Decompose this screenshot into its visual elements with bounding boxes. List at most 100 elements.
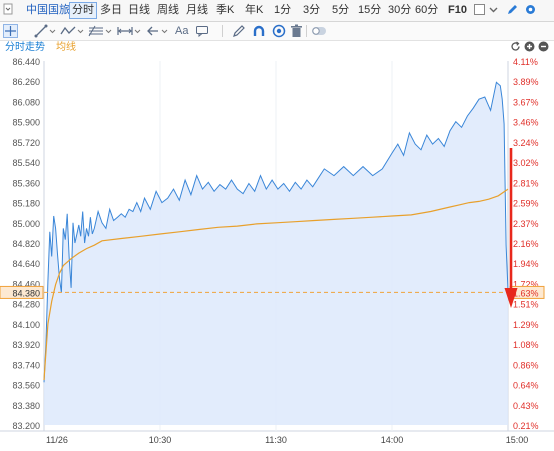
dropdown-icon[interactable] [1,3,16,18]
dropdown-icon[interactable] [134,24,141,38]
arrow-head [504,288,518,308]
checkbox-icon[interactable] [472,4,487,19]
fibonacci-icon[interactable] [88,24,104,38]
percent-tick-label: 1.94% [513,259,539,269]
percent-tick-label: 0.21% [513,421,539,431]
chevron-down-icon[interactable] [487,4,500,19]
price-tick-label: 85.000 [12,219,40,229]
last-price-label: 84.380 [12,288,40,298]
tab-quarterly[interactable]: 季K [216,4,235,16]
measure-icon[interactable] [117,24,133,38]
tab-5min[interactable]: 5分 [332,4,350,16]
percent-tick-label: 0.64% [513,381,539,391]
intraday-chart[interactable]: 86.440 86.260 86.080 85.900 85.720 85.540 85.3… [0,56,554,451]
price-tick-label: 83.920 [12,340,40,350]
price-tick-label: 84.460 [12,279,40,289]
tab-daily[interactable]: 日线 [128,4,150,16]
zoom-out-icon[interactable] [538,41,549,56]
tab-intraday-trend[interactable]: 分时走势 [5,42,45,53]
time-tick-label: 11:30 [265,435,287,445]
text-tool[interactable]: Aa [175,25,189,37]
average-price-line [43,188,509,381]
price-tick-label: 83.560 [12,381,40,391]
tab-1min[interactable]: 1分 [274,4,292,16]
price-tick-label: 84.640 [12,259,40,269]
percent-tick-label: 2.16% [513,239,539,249]
stock-name[interactable]: 中国国旅 [26,4,70,16]
percent-tick-label: 3.24% [513,138,539,148]
percent-tick-label: 2.37% [513,219,539,229]
percent-tick-label: 3.67% [513,97,539,107]
trash-icon[interactable] [290,24,303,38]
dropdown-icon[interactable] [161,24,168,38]
f10-button[interactable]: F10 [448,4,467,16]
price-tick-label: 85.360 [12,178,40,188]
percent-tick-label: 2.81% [513,178,539,188]
time-tick-label: 14:00 [381,435,404,445]
eye-icon[interactable] [272,24,286,38]
price-tick-label: 85.180 [12,199,40,209]
percent-tick-label: 3.89% [513,77,539,87]
percent-tick-label: 1.08% [513,340,539,350]
crosshair-icon[interactable] [3,24,18,38]
price-tick-label: 85.720 [12,138,40,148]
tab-average-line[interactable]: 均线 [56,42,76,53]
price-tick-label: 83.200 [12,421,40,431]
tab-60min[interactable]: 60分 [415,4,439,16]
percent-tick-label: 1.29% [513,320,539,330]
time-axis-labels: 11/26 10:30 11:30 14:00 15:00 [46,435,528,445]
last-percent-label: 1.63% [513,288,539,298]
line-tool-icon[interactable] [34,24,48,38]
gear-icon[interactable] [522,3,539,18]
price-tick-label: 84.280 [12,300,40,310]
price-tick-label: 86.440 [12,57,40,67]
percent-tick-label: 0.43% [513,401,539,411]
percent-axis-labels: 4.11% 3.89% 3.67% 3.46% 3.24% 3.02% 2.81% 2.59%… [513,57,539,431]
tab-weekly[interactable]: 周线 [157,4,179,16]
tab-yearly[interactable]: 年K [245,4,264,16]
pencil-icon[interactable] [504,3,520,18]
magnet-icon[interactable] [252,24,266,38]
last-price-box [0,285,44,299]
toggle-icon[interactable] [311,24,327,38]
dropdown-icon[interactable] [49,24,56,38]
tab-30min[interactable]: 30分 [388,4,412,16]
tab-intraday-period[interactable]: 分时 [69,2,97,19]
percent-tick-label: 0.86% [513,360,539,370]
chart-tabs: 分时走势 均线 [0,41,554,55]
percent-tick-label: 3.46% [513,118,539,128]
price-axis-labels: 86.440 86.260 86.080 85.900 85.720 85.540 85.3… [12,57,40,431]
zoom-in-icon[interactable] [524,41,535,56]
arrow-tool-icon[interactable] [146,24,160,38]
price-area-fill [44,82,508,426]
time-tick-label: 10:30 [149,435,172,445]
red-arrow-annotation [504,148,518,308]
price-tick-label: 83.380 [12,401,40,411]
dropdown-icon[interactable] [105,24,112,38]
price-line [43,81,509,383]
price-tick-label: 85.540 [12,158,40,168]
percent-tick-label: 2.59% [513,199,539,209]
price-tick-label: 84.100 [12,320,40,330]
time-tick-label: 15:00 [506,435,529,445]
tab-3min[interactable]: 3分 [303,4,321,16]
percent-tick-label: 1.51% [513,300,539,310]
wave-tool-icon[interactable] [60,24,76,38]
tab-multi-day[interactable]: 多日 [100,4,122,16]
refresh-icon[interactable] [510,41,521,56]
price-tick-label: 86.260 [12,77,40,87]
period-toolbar: 中国国旅 分时 多日 日线 周线 月线 季K 年K 1分 3分 5分 15分 3… [0,0,554,22]
price-tick-label: 83.740 [12,360,40,370]
percent-tick-label: 1.72% [513,279,539,289]
percent-tick-label: 4.11% [513,57,538,67]
dropdown-icon[interactable] [77,24,84,38]
tab-15min[interactable]: 15分 [358,4,382,16]
toolbar-divider [222,25,223,37]
drawing-toolbar: Aa [0,22,554,41]
comment-icon[interactable] [195,24,209,38]
price-tick-label: 85.900 [12,118,40,128]
price-tick-label: 84.820 [12,239,40,249]
tab-monthly[interactable]: 月线 [186,4,208,16]
pen-icon[interactable] [232,24,246,38]
price-tick-label: 86.080 [12,97,40,107]
